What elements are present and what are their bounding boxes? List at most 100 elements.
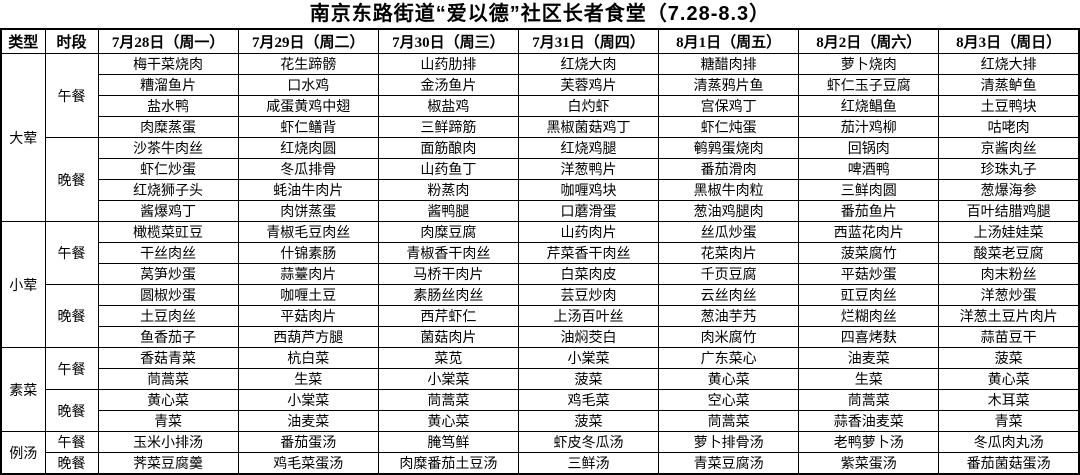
dish-cell: 菜苋	[377, 347, 519, 369]
dish-cell: 盐水鸭	[97, 95, 239, 117]
dish-cell: 云丝肉丝	[658, 284, 800, 306]
dish-cell: 平菇肉片	[237, 305, 379, 327]
meal-period-cell: 晚餐	[44, 284, 99, 348]
table-row: 晚餐 圆椒炒蛋 咖喱土豆 素肠丝肉丝 芸豆炒肉 云丝肉丝 豇豆肉丝 洋葱炒蛋	[1, 284, 1080, 348]
column-header: 8月1日（周五）	[658, 28, 800, 54]
dish-cell: 菌菇肉片	[377, 326, 519, 348]
dish-cell: 虾仁炖蛋	[658, 116, 800, 138]
dish-cell: 葱油芋艿	[658, 305, 800, 327]
dish-cell: 虾仁玉子豆腐	[798, 74, 940, 96]
dish-cell: 茼蒿菜	[97, 368, 239, 390]
table-row: 莴笋炒蛋 蒜薹肉片 马桥干肉片 白菜肉皮 千页豆腐 平菇炒蛋 肉末粉丝	[1, 263, 1080, 285]
category-cell: 小荤	[0, 221, 46, 348]
dish-cell: 咖喱鸡块	[517, 179, 660, 201]
dish-cell: 糟溜鱼片	[97, 74, 239, 96]
dish-cell: 冬瓜排骨	[237, 158, 379, 180]
dish-cell: 生菜	[237, 368, 379, 390]
dish-cell: 茼蒿菜	[658, 410, 800, 432]
dish-cell: 三鲜肉圆	[798, 179, 940, 201]
dish-cell: 粉蒸肉	[377, 179, 519, 201]
dish-cell: 橄榄菜豇豆	[97, 221, 239, 243]
dish-cell: 香菇青菜	[97, 347, 239, 369]
dish-cell: 番茄鱼片	[798, 200, 940, 222]
dish-cell: 虾仁炒蛋	[97, 158, 239, 180]
meal-period-cell: 晚餐	[44, 137, 99, 222]
dish-cell: 青菜	[97, 410, 239, 432]
dish-cell: 黄心菜	[658, 368, 800, 390]
dish-cell: 茄汁鸡柳	[798, 116, 940, 138]
table-row: 例汤 午餐 玉米小排汤 番茄蛋汤 腌笃鲜 虾皮冬瓜汤 萝卜排骨汤 老鸭萝卜汤 冬瓜肉丸汤	[0, 431, 1080, 475]
menu-table: 类型 时段 7月28日（周一） 7月29日（周二） 7月30日（周三） 7月31日（周四）…	[0, 28, 1080, 475]
dish-cell: 红烧大肉	[517, 53, 660, 75]
dish-cell: 白菜肉皮	[517, 263, 660, 285]
dish-cell: 三鲜蹄筋	[377, 116, 519, 138]
dish-cell: 青椒香干肉丝	[377, 242, 519, 264]
dish-cell: 鱼香茄子	[97, 326, 239, 348]
page-title: 南京东路街道“爱以德”社区长者食堂（7.28-8.3）	[309, 3, 771, 25]
dish-cell: 口水鸡	[237, 74, 379, 96]
dish-cell: 萝卜排骨汤	[658, 431, 800, 453]
dish-cell: 酱爆鸡丁	[97, 200, 239, 222]
dish-cell: 上汤娃娃菜	[938, 221, 1080, 243]
dish-cell: 菠菜	[938, 347, 1080, 369]
dish-cell: 菠菜腐竹	[798, 242, 940, 264]
dish-cell: 荠菜豆腐羹	[97, 452, 239, 475]
dish-cell: 洋葱鸭片	[517, 158, 660, 180]
dish-cell: 西芹虾仁	[377, 305, 519, 327]
table-row: 素菜 午餐 香菇青菜 杭白菜 菜苋 小棠菜 广东菜心 油麦菜 菠菜	[0, 347, 1080, 432]
meal-period-cell: 午餐	[44, 431, 99, 453]
table-header: 类型 时段 7月28日（周一） 7月29日（周二） 7月30日（周三） 7月31日（周四）…	[0, 28, 1080, 54]
dish-cell: 葱油鸡腿肉	[658, 200, 800, 222]
meal-period-cell: 午餐	[44, 347, 99, 390]
dish-cell: 番茄滑肉	[658, 158, 800, 180]
dish-cell: 青椒毛豆肉丝	[237, 221, 379, 243]
dish-cell: 山药鱼丁	[377, 158, 519, 180]
dish-cell: 青菜	[938, 410, 1080, 432]
meal-period-cell: 晚餐	[44, 452, 99, 475]
dish-cell: 青菜豆腐汤	[658, 452, 800, 475]
dish-cell: 芸豆炒肉	[517, 284, 660, 306]
column-header: 8月2日（周六）	[798, 28, 940, 54]
table-body: 大荤 午餐 梅干菜烧肉 花生蹄髈 山药肋排 红烧大肉 糖醋肉排 萝卜烧肉 红烧大排 糟溜鱼片 口水鸡…	[0, 53, 1080, 475]
dish-cell: 红烧鲳鱼	[798, 95, 940, 117]
dish-cell: 烂糊肉丝	[798, 305, 940, 327]
dish-cell: 芹菜香干肉丝	[517, 242, 660, 264]
dish-cell: 木耳菜	[938, 389, 1080, 411]
dish-cell: 茼蒿菜	[377, 389, 519, 411]
dish-cell: 三鲜汤	[517, 452, 660, 475]
dish-cell: 杭白菜	[237, 347, 379, 369]
table-row: 红烧狮子头 蚝油牛肉片 粉蒸肉 咖喱鸡块 黑椒牛肉粒 三鲜肉圆 葱爆海参	[1, 179, 1080, 201]
dish-cell: 干丝肉丝	[97, 242, 239, 264]
dish-cell: 金汤鱼片	[377, 74, 519, 96]
dish-cell: 腌笃鲜	[377, 431, 519, 453]
dish-cell: 口蘑滑蛋	[517, 200, 660, 222]
dish-cell: 上汤百叶丝	[517, 305, 660, 327]
dish-cell: 豇豆肉丝	[798, 284, 940, 306]
dish-cell: 小棠菜	[517, 347, 660, 369]
dish-cell: 京酱肉丝	[938, 137, 1080, 159]
dish-cell: 蒜苗豆干	[938, 326, 1080, 348]
meal-period-cell: 晚餐	[44, 389, 99, 432]
dish-cell: 鸡毛菜蛋汤	[237, 452, 379, 475]
dish-cell: 蚝油牛肉片	[237, 179, 379, 201]
header-row: 类型 时段 7月28日（周一） 7月29日（周二） 7月30日（周三） 7月31日（周四）…	[0, 28, 1080, 54]
dish-cell: 土豆肉丝	[97, 305, 239, 327]
dish-cell: 山药肋排	[377, 53, 519, 75]
dish-cell: 油麦菜	[237, 410, 379, 432]
dish-cell: 老鸭萝卜汤	[798, 431, 940, 453]
dish-cell: 马桥干肉片	[377, 263, 519, 285]
dish-cell: 清蒸鲈鱼	[938, 74, 1080, 96]
dish-cell: 咸蛋黄鸡中翅	[237, 95, 379, 117]
dish-cell: 四喜烤麸	[798, 326, 940, 348]
dish-cell: 酱鸭腿	[377, 200, 519, 222]
dish-cell: 萝卜烧肉	[798, 53, 940, 75]
table-row: 晚餐 沙茶牛肉丝 红烧肉圆 面筋酿肉 红烧鸡腿 鹌鹑蛋烧肉 回锅肉 京酱肉丝	[1, 137, 1080, 222]
dish-cell: 莴笋炒蛋	[97, 263, 239, 285]
dish-cell: 生菜	[798, 368, 940, 390]
category-cell: 素菜	[0, 347, 46, 432]
dish-cell: 黑椒牛肉粒	[658, 179, 800, 201]
dish-cell: 素肠丝肉丝	[377, 284, 519, 306]
dish-cell: 黄心菜	[97, 389, 239, 411]
dish-cell: 番茄菌菇蛋汤	[938, 452, 1080, 475]
table-row: 糟溜鱼片 口水鸡 金汤鱼片 芙蓉鸡片 清蒸鸦片鱼 虾仁玉子豆腐 清蒸鲈鱼	[1, 74, 1080, 96]
